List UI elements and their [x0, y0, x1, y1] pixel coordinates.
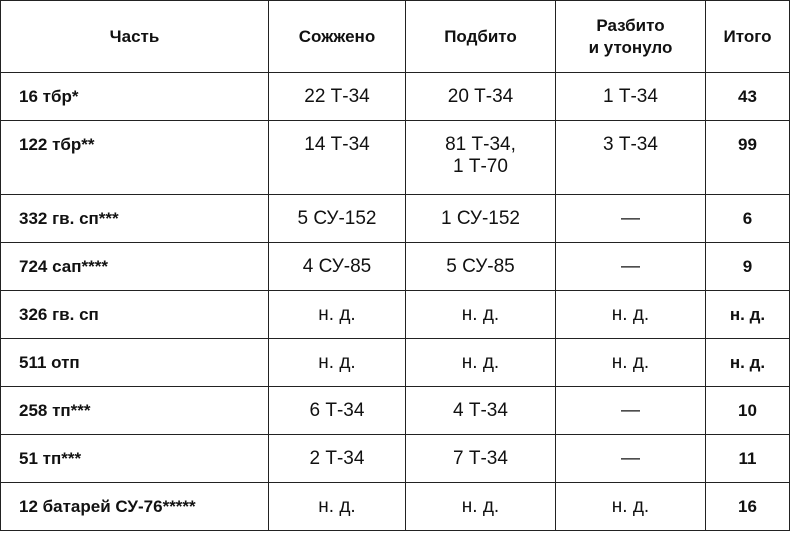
table-cell: н. д.: [268, 482, 406, 531]
table-cell: —: [555, 434, 706, 483]
table-row: 258 тп*** 6 Т-34 4 Т-34—10: [0, 386, 790, 435]
table-cell: 51 тп***: [0, 434, 269, 483]
table-cell: 7 Т-34: [405, 434, 556, 483]
table-cell: —: [555, 242, 706, 291]
table-row: 122 тбр** 14 Т-34 81 Т-34, 1 Т-70 3 Т-34 99: [0, 120, 790, 195]
table-cell: 5 СУ-85: [405, 242, 556, 291]
table-row: 326 гв. сп н. д. н. д. н. д. н. д.: [0, 290, 790, 339]
table-body: 16 тбр* 22 Т-34 20 Т-34 1 Т-34 43 122 тбр** 14…: [0, 72, 790, 531]
table-cell: 5 СУ-152: [268, 194, 406, 243]
table-cell: 1 СУ-152: [405, 194, 556, 243]
table-cell: 11: [705, 434, 790, 483]
table-cell: н. д.: [405, 338, 556, 387]
table-row: 511 отп н. д. н. д. н. д. н. д.: [0, 338, 790, 387]
table-cell: н. д.: [555, 290, 706, 339]
table-cell: 122 тбр**: [0, 120, 269, 195]
table-row: 51 тп*** 2 Т-34 7 Т-34—11: [0, 434, 790, 483]
table-cell: 4 СУ-85: [268, 242, 406, 291]
table-cell: н. д.: [555, 338, 706, 387]
table-cell: 12 батарей СУ-76*****: [0, 482, 269, 531]
table-cell: 1 Т-34: [555, 72, 706, 121]
table-cell: 43: [705, 72, 790, 121]
table-cell: н. д.: [555, 482, 706, 531]
header-cell: Разбито и утонуло: [555, 0, 706, 73]
table-cell: 22 Т-34: [268, 72, 406, 121]
header-cell: Итого: [705, 0, 790, 73]
table-cell: 6: [705, 194, 790, 243]
table-cell: 99: [705, 120, 790, 195]
table-cell: 332 гв. сп***: [0, 194, 269, 243]
table-cell: 4 Т-34: [405, 386, 556, 435]
header-cell: Подбито: [405, 0, 556, 73]
table-cell: 6 Т-34: [268, 386, 406, 435]
table-row: 332 гв. сп*** 5 СУ-152 1 СУ-152—6: [0, 194, 790, 243]
table-cell: 3 Т-34: [555, 120, 706, 195]
losses-table: Часть Сожжено Подбито Разбито и утонуло Итог…: [0, 0, 790, 531]
table-cell: н. д.: [405, 482, 556, 531]
header-row: Часть Сожжено Подбито Разбито и утонуло Итог…: [0, 0, 790, 73]
table-cell: 724 сап****: [0, 242, 269, 291]
table-cell: 9: [705, 242, 790, 291]
header-cell: Часть: [0, 0, 269, 73]
table-cell: н. д.: [268, 290, 406, 339]
table-row: 12 батарей СУ-76***** н. д. н. д. н. д. 16: [0, 482, 790, 531]
table-cell: 81 Т-34, 1 Т-70: [405, 120, 556, 195]
table-cell: н. д.: [268, 338, 406, 387]
table-cell: н. д.: [705, 290, 790, 339]
table-cell: 10: [705, 386, 790, 435]
table-row: 724 сап**** 4 СУ-85 5 СУ-85—9: [0, 242, 790, 291]
table-cell: —: [555, 386, 706, 435]
table-cell: н. д.: [405, 290, 556, 339]
table-cell: н. д.: [705, 338, 790, 387]
table-cell: 326 гв. сп: [0, 290, 269, 339]
header-cell: Сожжено: [268, 0, 406, 73]
table-row: 16 тбр* 22 Т-34 20 Т-34 1 Т-34 43: [0, 72, 790, 121]
table-cell: 2 Т-34: [268, 434, 406, 483]
table-cell: 20 Т-34: [405, 72, 556, 121]
table-cell: 16 тбр*: [0, 72, 269, 121]
table-cell: 511 отп: [0, 338, 269, 387]
table-cell: 14 Т-34: [268, 120, 406, 195]
table-cell: 16: [705, 482, 790, 531]
table-cell: —: [555, 194, 706, 243]
table-cell: 258 тп***: [0, 386, 269, 435]
